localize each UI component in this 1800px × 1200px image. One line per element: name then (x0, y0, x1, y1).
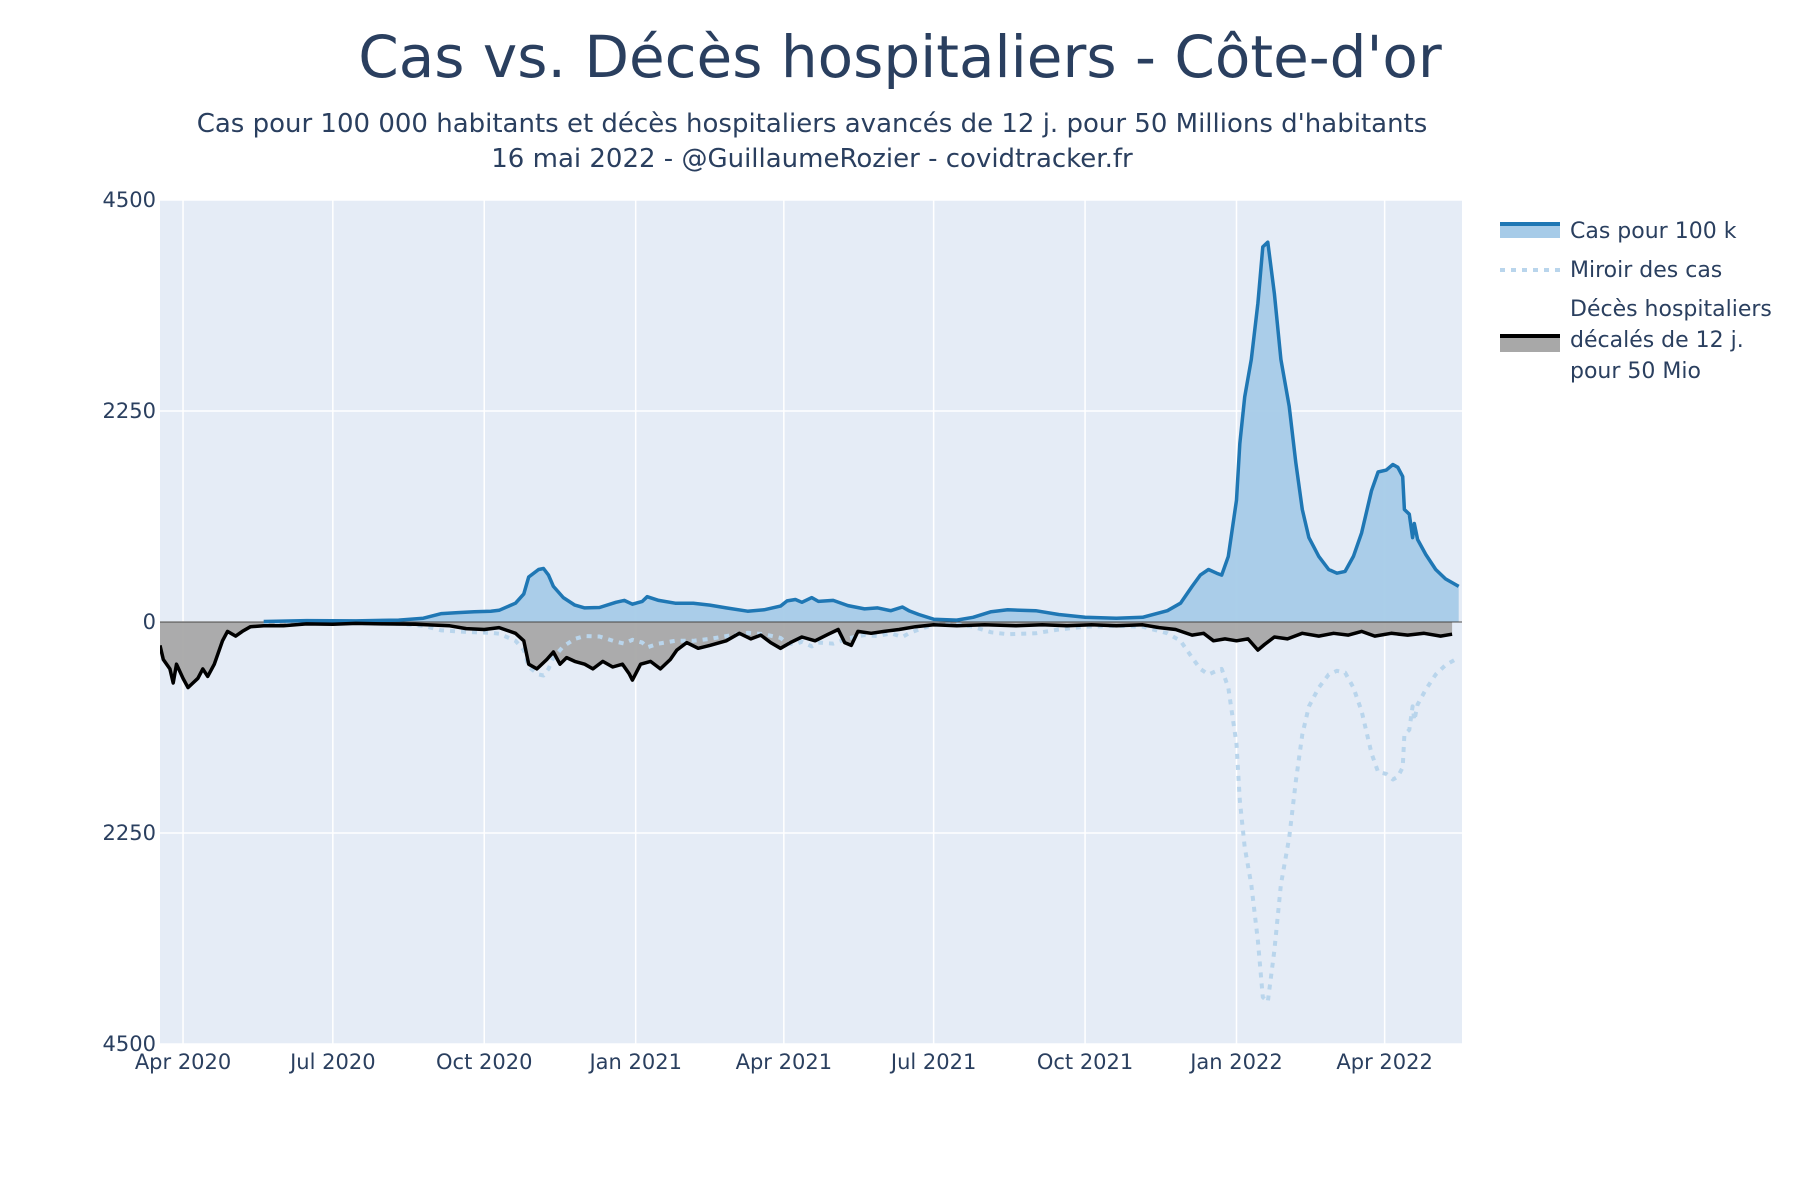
legend-swatch-deaths-fill (1500, 336, 1560, 352)
x-tick-label: Jul 2021 (889, 1050, 976, 1074)
y-tick-label: 0 (143, 610, 156, 634)
x-tick-label: Jul 2020 (288, 1050, 375, 1074)
cases-line (263, 240, 1460, 624)
legend-item-cases[interactable]: Cas pour 100 k (1500, 219, 1737, 244)
legend-label-deaths-line-1: Décès hospitaliers (1570, 297, 1772, 322)
legend-label-deaths-line-2: décalés de 12 j. (1570, 328, 1744, 353)
deaths-line (160, 621, 1453, 690)
series-layer (160, 240, 1462, 1004)
cases-area (263, 242, 1459, 622)
legend-label-deaths-line-3: pour 50 Mio (1570, 359, 1701, 384)
x-tick-label: Oct 2020 (436, 1050, 532, 1074)
x-tick-label: Apr 2022 (1336, 1050, 1432, 1074)
legend-label-mirror: Miroir des cas (1570, 258, 1722, 283)
plot-area: 4500 2250 0 2250 4500 Apr 2020 Jul 2020 Oct 20… (103, 188, 1462, 1074)
x-tick-label: Oct 2021 (1037, 1050, 1133, 1074)
y-tick-label: 2250 (103, 821, 156, 845)
legend-item-mirror[interactable]: Miroir des cas (1500, 258, 1722, 283)
x-tick-label: Jan 2022 (1188, 1050, 1283, 1074)
y-tick-label: 4500 (103, 188, 156, 212)
chart-subtitle-line-1: Cas pour 100 000 habitants et décès hosp… (197, 109, 1428, 139)
legend-label-cases: Cas pour 100 k (1570, 219, 1737, 244)
y-tick-label: 2250 (103, 399, 156, 423)
y-tick-label: 4500 (103, 1032, 156, 1056)
x-tick-label: Jan 2021 (587, 1050, 682, 1074)
x-tick-label: Apr 2020 (135, 1050, 231, 1074)
legend-item-deaths[interactable]: Décès hospitaliers décalés de 12 j. pour… (1500, 297, 1772, 384)
x-axis: Apr 2020 Jul 2020 Oct 2020 Jan 2021 Apr 2021… (135, 1050, 1433, 1074)
chart-title: Cas vs. Décès hospitaliers - Côte-d'or (358, 23, 1442, 91)
deaths-area (160, 622, 1453, 688)
x-tick-label: Apr 2021 (736, 1050, 832, 1074)
chart-subtitle-line-2: 16 mai 2022 - @GuillaumeRozier - covidtr… (491, 144, 1133, 174)
legend: Cas pour 100 k Miroir des cas Décès hosp… (1500, 219, 1772, 384)
mirror-line (263, 620, 1460, 1004)
y-axis: 4500 2250 0 2250 4500 (103, 188, 156, 1056)
